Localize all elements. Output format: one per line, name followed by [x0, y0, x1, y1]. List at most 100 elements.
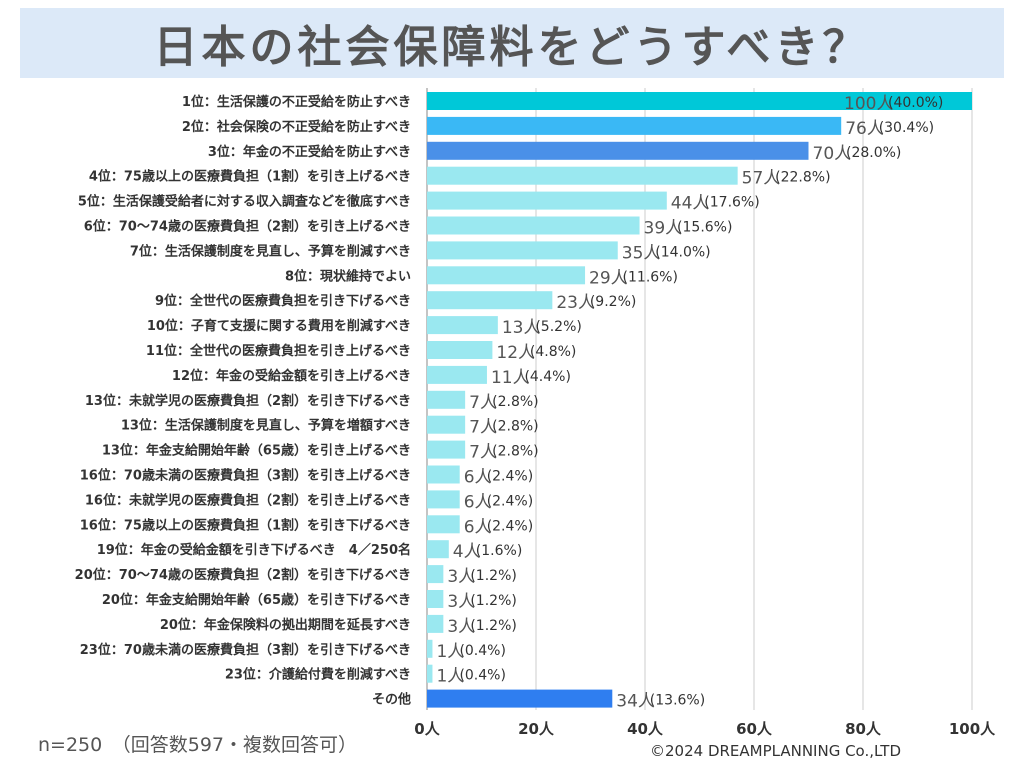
percent-label: (1.6%) — [476, 543, 523, 559]
percent-label: (11.6%) — [623, 269, 678, 285]
value-label: 76人 — [845, 119, 884, 139]
percent-label: (30.4%) — [879, 120, 934, 136]
category-label: 20位：年金保険料の拠出期間を延長すべき — [160, 617, 411, 633]
percent-label: (2.8%) — [492, 444, 539, 460]
category-label: 9位：全世代の医療費負担を引き下げるべき — [155, 293, 411, 309]
value-label: 34人 — [616, 692, 655, 712]
bar — [427, 365, 487, 384]
x-tick-label: 40人 — [627, 720, 664, 738]
value-label: 1人 — [436, 667, 464, 687]
percent-label: (4.4%) — [524, 369, 571, 385]
bar — [427, 166, 738, 185]
category-label: 13位：生活保護制度を見直し、予算を増額すべき — [121, 418, 411, 434]
value-label: 7人 — [469, 393, 497, 413]
percent-label: (5.2%) — [535, 319, 582, 335]
value-label: 12人 — [496, 343, 535, 363]
percent-label: (17.6%) — [704, 195, 759, 211]
bar — [427, 415, 466, 434]
percent-label: (0.4%) — [459, 668, 506, 684]
x-tick-label: 0人 — [414, 720, 440, 738]
percent-label: (2.4%) — [487, 493, 534, 509]
value-label: 6人 — [464, 492, 492, 512]
value-label: 3人 — [447, 567, 475, 587]
bar — [427, 191, 667, 210]
value-label: 35人 — [622, 243, 661, 263]
bar — [427, 291, 553, 310]
bar — [427, 689, 613, 708]
percent-label: (2.8%) — [492, 394, 539, 410]
sample-size-note: n=250 （回答数597・複数回答可） — [38, 734, 357, 756]
title-banner: 日本の社会保障料をどうすべき？ — [20, 8, 1004, 78]
value-label: 6人 — [464, 517, 492, 537]
value-label: 70人 — [813, 144, 852, 164]
category-label: 11位：全世代の医療費負担を引き上げるべき — [146, 343, 411, 359]
category-label: 13位：未就学児の医療費負担（2割）を引き下げるべき — [85, 393, 411, 409]
bar — [427, 515, 460, 534]
bar — [427, 465, 460, 484]
percent-label: (1.2%) — [470, 568, 516, 584]
category-label: 12位：年金の受給金額を引き上げるべき — [172, 368, 411, 384]
category-label: 23位：介護給付費を削減すべき — [225, 667, 411, 683]
bar — [427, 141, 809, 160]
bar — [427, 266, 586, 285]
category-label: 3位：年金の不正受給を防止すべき — [208, 144, 411, 160]
value-label: 3人 — [447, 617, 475, 637]
percent-label: (9.2%) — [590, 294, 637, 310]
bar — [427, 241, 618, 260]
percent-label: (2.4%) — [487, 469, 534, 485]
category-label: 6位：70～74歳の医療費負担（2割）を引き上げるべき — [84, 219, 411, 235]
bar — [427, 216, 640, 235]
category-label: 1位：生活保護の不正受給を防止すべき — [182, 94, 411, 110]
value-label: 11人 — [491, 368, 530, 388]
percent-label: (15.6%) — [677, 220, 732, 236]
bar — [427, 664, 433, 683]
bar — [427, 316, 498, 335]
bar — [427, 590, 444, 608]
percent-label: (2.4%) — [487, 518, 534, 534]
x-tick-label: 20人 — [518, 720, 555, 738]
percent-label: (2.8%) — [492, 419, 539, 435]
value-label: 4人 — [453, 542, 481, 562]
category-label: 5位：生活保護受給者に対する収入調査などを徹底すべき — [78, 194, 411, 210]
category-label: 23位：70歳未満の医療費負担（3割）を引き下げるべき — [80, 642, 411, 658]
bar — [427, 565, 444, 584]
percent-label: (0.4%) — [459, 643, 506, 659]
category-label: 8位：現状維持でよい — [285, 268, 411, 284]
bar — [427, 116, 842, 135]
x-tick-label: 100人 — [949, 720, 996, 738]
category-label: 16位：75歳以上の医療費負担（1割）を引き下げるべき — [80, 517, 411, 533]
bar — [427, 540, 449, 559]
percent-label: (40.0%) — [888, 95, 943, 111]
value-label: 7人 — [469, 418, 497, 438]
bar — [427, 614, 444, 633]
category-label: 20位：年金支給開始年齢（65歳）を引き下げるべき — [102, 592, 411, 608]
value-label: 7人 — [469, 443, 497, 463]
value-label: 100人 — [844, 94, 893, 114]
percent-label: (1.2%) — [470, 618, 516, 634]
category-label: 19位：年金の受給金額を引き下げるべき 4／250名 — [97, 542, 411, 558]
category-label: 13位：年金支給開始年齢（65歳）を引き上げるべき — [102, 443, 411, 459]
bar — [427, 440, 466, 459]
value-label: 6人 — [464, 468, 492, 488]
value-label: 23人 — [556, 293, 595, 313]
bar — [427, 390, 466, 409]
bar — [427, 490, 460, 509]
percent-label: (14.0%) — [655, 244, 710, 260]
percent-label: (28.0%) — [846, 145, 901, 161]
value-label: 1人 — [436, 642, 464, 662]
category-label: 2位：社会保険の不正受給を防止すべき — [182, 119, 411, 135]
copyright-text: ©2024 DREAMPLANNING Co.,LTD — [650, 742, 902, 760]
percent-label: (4.8%) — [530, 344, 577, 360]
category-label: 16位：70歳未満の医療費負担（3割）を引き上げるべき — [80, 468, 411, 484]
x-tick-label: 60人 — [736, 720, 773, 738]
category-label: 20位：70～74歳の医療費負担（2割）を引き下げるべき — [75, 567, 411, 583]
x-tick-label: 80人 — [845, 720, 882, 738]
category-label: 10位：子育て支援に関する費用を削減すべき — [147, 318, 411, 334]
category-label: 16位：未就学児の医療費負担（2割）を引き上げるべき — [85, 492, 411, 508]
value-label: 3人 — [447, 592, 475, 612]
bar — [427, 341, 493, 359]
bar — [427, 639, 433, 658]
category-label: その他 — [372, 692, 411, 708]
value-label: 44人 — [671, 194, 710, 214]
